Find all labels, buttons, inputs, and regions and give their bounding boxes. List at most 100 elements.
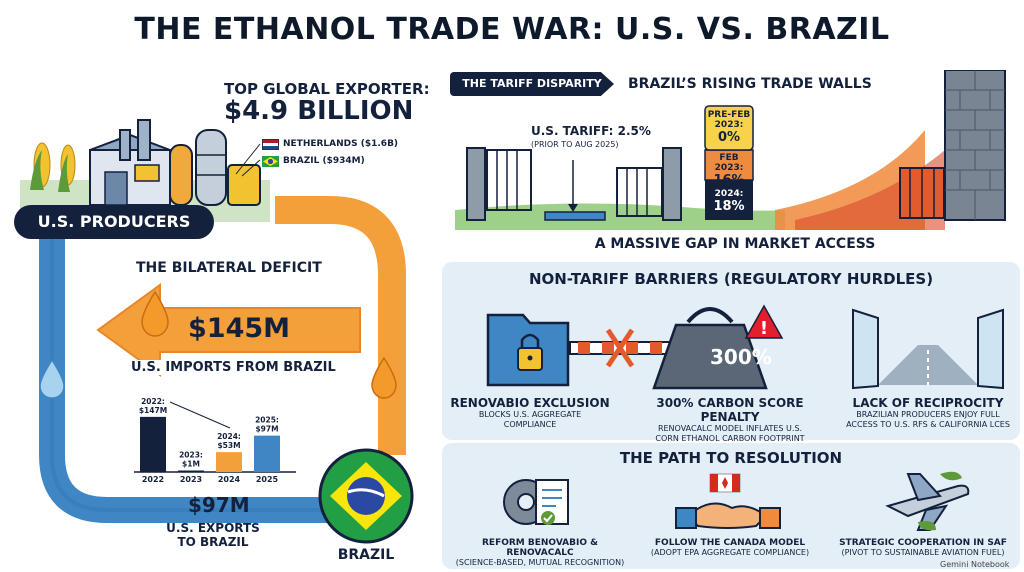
- exports-label-line: TO BRAZIL: [177, 535, 249, 549]
- trend-arrow: [169, 401, 231, 429]
- exports-label: U.S. EXPORTS TO BRAZIL: [158, 521, 268, 549]
- tariff-block-2024: [705, 180, 753, 220]
- tariff-badge: THE TARIFF DISPARITY: [450, 72, 614, 96]
- corn-icon: [30, 142, 76, 192]
- category-label: 2022: [142, 475, 164, 484]
- stack-value: 16%: [713, 173, 745, 188]
- gate-post: [466, 147, 486, 221]
- resolution-sub: (SCIENCE-BASED, MUTUAL RECOGNITION): [455, 558, 625, 567]
- barrier-title: RENOVABIO EXCLUSION: [450, 396, 610, 410]
- open-border-gate-icon: [852, 308, 1004, 390]
- trade-walls-illustration: [455, 70, 1006, 230]
- us-tariff-note: (PRIOR TO AUG 2025): [531, 140, 619, 149]
- deficit-title: THE BILATERAL DEFICIT: [136, 260, 322, 276]
- handshake-icon: [675, 473, 781, 529]
- bar-value-label: 2023:: [179, 451, 203, 460]
- exporter-heading: TOP GLOBAL EXPORTER:: [224, 80, 430, 98]
- legend-label: BRAZIL ($934M): [283, 156, 365, 166]
- brazil-label: BRAZIL: [337, 547, 395, 563]
- factory-icon: [20, 119, 270, 222]
- water-drop-icon: [39, 358, 65, 399]
- barrier-item: RENOVABIO EXCLUSION BLOCKS U.S. AGGREGAT…: [450, 396, 610, 430]
- airplane-icon: [885, 471, 970, 531]
- stack-value: 0%: [717, 130, 741, 145]
- imports-value: $145M: [188, 313, 291, 344]
- fuel-drop-icon: [141, 290, 169, 337]
- bar-2022: [140, 416, 166, 472]
- resolution-item: REFORM BENOVABIO & RENOVACALC (SCIENCE-B…: [450, 538, 630, 568]
- bar-2024: [216, 452, 242, 472]
- bar-value-label: 2024:: [217, 432, 241, 441]
- barrier-sub: BLOCKS U.S. AGGREGATE COMPLIANCE: [478, 410, 582, 429]
- weight-label: 300%: [710, 345, 772, 369]
- bar-2025: [254, 435, 280, 472]
- tariff-heading: BRAZIL’S RISING TRADE WALLS: [628, 76, 872, 92]
- category-label: 2025: [256, 475, 279, 484]
- legend-label: NETHERLANDS ($1.6B): [283, 139, 399, 149]
- stack-value: 18%: [713, 199, 745, 214]
- imports-flow-loop: [275, 196, 406, 455]
- category-label: 2023: [180, 475, 202, 484]
- weight-icon: [652, 307, 768, 390]
- pointer-lines: [235, 143, 261, 177]
- resolution-sub: (ADOPT EPA AGGREGATE COMPLIANCE): [650, 548, 810, 557]
- bar-value-label: $147M: [139, 406, 167, 415]
- bar-value-label: $97M: [255, 425, 278, 434]
- exporter-legend: NETHERLANDS ($1.6B) BRAZIL ($934M): [262, 137, 398, 169]
- stack-label-pre2023: PRE-FEB 2023: 0%: [705, 110, 753, 145]
- road-barrier-icon: [569, 328, 673, 368]
- imports-label: U.S. IMPORTS FROM BRAZIL: [128, 360, 339, 375]
- stack-label: 2024:: [714, 189, 744, 199]
- us-producers-label: U.S. PRODUCERS: [14, 205, 214, 239]
- bar-value-label: 2022:: [141, 397, 165, 406]
- netherlands-flag-icon: [262, 139, 279, 150]
- gear-document-icon: [503, 479, 569, 525]
- exports-value: $97M: [188, 493, 250, 517]
- gap-caption: A MASSIVE GAP IN MARKET ACCESS: [594, 236, 876, 252]
- nontariff-heading: NON-TARIFF BARRIERS (REGULATORY HURDLES): [528, 270, 934, 288]
- fuel-drop-icon: [371, 356, 397, 399]
- bar-2023: [178, 470, 204, 472]
- resolution-title: REFORM BENOVABIO & RENOVACALC: [481, 538, 598, 558]
- legend-item: NETHERLANDS ($1.6B): [262, 137, 398, 152]
- resolution-title: FOLLOW THE CANADA MODEL: [654, 538, 806, 548]
- resolution-item: FOLLOW THE CANADA MODEL (ADOPT EPA AGGRE…: [640, 538, 820, 558]
- stack-label-feb2023: FEB 2023: 16%: [705, 153, 753, 188]
- barrier-sub: BRAZILIAN PRODUCERS ENJOY FULL ACCESS TO…: [846, 410, 1010, 429]
- watermark: Gemini Notebook: [940, 560, 1010, 569]
- category-label: 2024: [218, 475, 241, 484]
- barrier-sub: RENOVACALC MODEL INFLATES U.S. CORN ETHA…: [655, 424, 805, 443]
- resolution-sub: (PIVOT TO SUSTAINABLE AVIATION FUEL): [841, 548, 1005, 557]
- barrier-item: LACK OF RECIPROCITY BRAZILIAN PRODUCERS …: [838, 396, 1018, 430]
- imports-chart: 2022: $147M 2022 2023: $1M 2023 2024: $53M 2024 2…: [130, 380, 300, 484]
- resolution-title: STRATEGIC COOPERATION IN SAF: [839, 538, 1007, 548]
- tariff-block-pre2023: [704, 105, 754, 151]
- bar-value-label: $53M: [217, 441, 240, 450]
- resolution-item: STRATEGIC COOPERATION IN SAF (PIVOT TO S…: [828, 538, 1018, 558]
- stack-label: PRE-FEB 2023:: [707, 110, 751, 130]
- open-gate-icon: [486, 149, 532, 211]
- warning-icon: [744, 304, 784, 339]
- exporter-value: $4.9 BILLION: [224, 96, 414, 126]
- page-title: THE ETHANOL TRADE WAR: U.S. VS. BRAZIL: [134, 12, 890, 47]
- barrier-title: LACK OF RECIPROCITY: [852, 396, 1004, 410]
- exports-flow-arrow: [39, 235, 330, 523]
- resolution-heading: THE PATH TO RESOLUTION: [619, 449, 843, 467]
- trade-flow-arrows: [39, 196, 406, 523]
- brazil-globe-icon: [318, 448, 414, 544]
- resolution-icons: [503, 471, 970, 531]
- bar-value-label: $1M: [182, 460, 200, 469]
- barrier-item: 300% CARBON SCORE PENALTY RENOVACALC MOD…: [630, 396, 830, 444]
- barrier-icons: !: [486, 304, 1004, 390]
- locked-folder-icon: [486, 313, 570, 387]
- svg-text:!: !: [760, 318, 768, 339]
- brazil-flag-icon: [262, 156, 279, 167]
- legend-item: BRAZIL ($934M): [262, 154, 398, 169]
- bar-value-label: 2025:: [255, 416, 279, 425]
- exports-label-line: U.S. EXPORTS: [166, 521, 260, 535]
- imports-bar-chart: 2022:$147M 2022 2023:$1M 2023 2024:$53M 2024 2…: [134, 397, 296, 484]
- stack-label-2024: 2024: 18%: [705, 189, 753, 214]
- stack-label: FEB 2023:: [714, 153, 744, 173]
- barrier-title: 300% CARBON SCORE PENALTY: [656, 396, 804, 424]
- us-tariff-label: U.S. TARIFF: 2.5%: [531, 124, 651, 138]
